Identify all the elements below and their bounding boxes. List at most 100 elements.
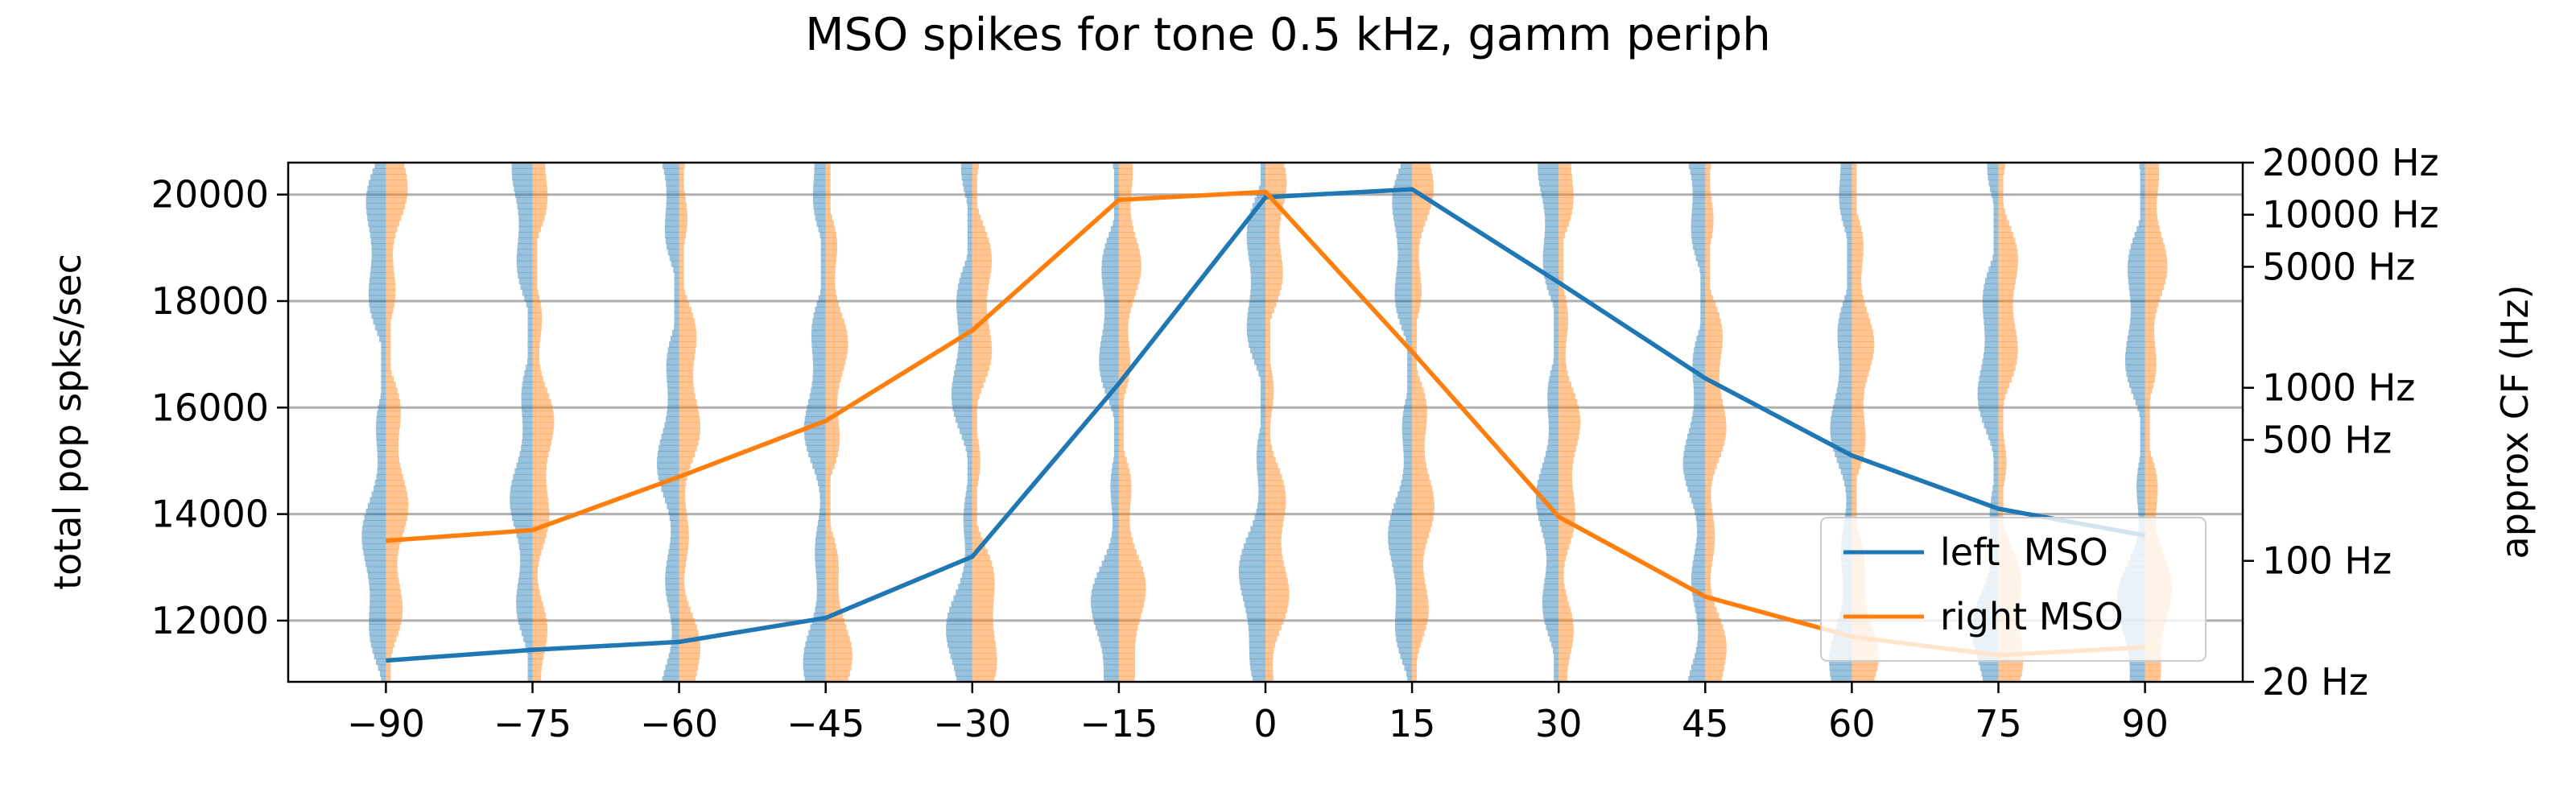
histogram-bar-right [972, 376, 986, 382]
histogram-bar-left [525, 641, 533, 648]
histogram-bar-left [1407, 376, 1413, 382]
histogram-bar-left [2128, 272, 2145, 279]
histogram-bar-left [1244, 601, 1265, 608]
histogram-bar-left [361, 526, 386, 533]
histogram-bar-right [679, 266, 684, 273]
histogram-bar-left [955, 364, 972, 371]
histogram-bar-left [518, 456, 533, 464]
histogram-bar-left [967, 237, 972, 244]
histogram-bar-left [2140, 197, 2145, 204]
histogram-bar-right [2145, 658, 2161, 666]
histogram-bar-left [1993, 468, 1999, 475]
histogram-bar-right [679, 168, 684, 175]
histogram-bar-left [1993, 220, 1999, 227]
histogram-bar-right [1265, 382, 1274, 389]
histogram-bar-right [386, 566, 398, 573]
histogram-bar-right [386, 635, 397, 642]
y-tick-label: 12000 [151, 599, 269, 642]
histogram-bar-left [1104, 555, 1119, 562]
histogram-bar-left [961, 433, 972, 440]
histogram-bar-left [2140, 203, 2145, 209]
histogram-bar-left [1546, 560, 1559, 568]
histogram-bar-right [1998, 295, 2013, 302]
histogram-bar-right [825, 606, 841, 613]
histogram-bar-left [369, 180, 386, 187]
histogram-bar-right [1265, 416, 1271, 423]
histogram-bar-right [532, 601, 543, 608]
histogram-group [1388, 163, 1435, 683]
histogram-bar-right [532, 353, 539, 360]
histogram-bar-left [2140, 433, 2145, 440]
histogram-bar-left [967, 243, 972, 250]
histogram-bar-left [657, 456, 679, 464]
histogram-bar-right [1265, 405, 1273, 411]
histogram-bar-right [2145, 502, 2157, 510]
histogram-bar-right [1265, 653, 1274, 659]
histogram-bar-left [369, 635, 386, 642]
histogram-bar-right [1852, 474, 1857, 481]
histogram-bar-left [1983, 312, 1999, 320]
histogram-bar-right [1118, 387, 1126, 394]
histogram-bar-right [1558, 497, 1575, 504]
histogram-bar-left [1257, 191, 1265, 198]
histogram-bar-right [1118, 595, 1146, 602]
histogram-bar-right [1558, 220, 1570, 227]
histogram-bar-right [386, 468, 402, 475]
histogram-bar-left [966, 254, 972, 262]
histogram-bar-left [374, 485, 386, 493]
histogram-bar-left [1101, 560, 1119, 568]
histogram-bar-right [2145, 214, 2158, 221]
histogram-bar-right [1705, 422, 1727, 429]
histogram-bar-right [1558, 555, 1567, 562]
histogram-bar-left [1983, 353, 1999, 360]
histogram-bar-left [1389, 520, 1413, 527]
histogram-bar-left [811, 329, 826, 336]
histogram-bar-left [1257, 440, 1265, 446]
histogram-bar-left [1840, 468, 1852, 475]
histogram-bar-right [532, 318, 543, 325]
histogram-bar-left [1104, 670, 1119, 677]
histogram-bar-right [1118, 208, 1131, 216]
histogram-bar-left [1691, 572, 1706, 579]
histogram-bar-right [1412, 468, 1428, 475]
histogram-bar-right [1705, 341, 1723, 348]
histogram-bar-right [1558, 203, 1574, 209]
histogram-bar-right [679, 560, 686, 568]
histogram-bar-left [1993, 480, 1999, 486]
histogram-bar-left [1111, 502, 1119, 510]
histogram-bar-left [374, 163, 386, 169]
histogram-bar-left [960, 578, 972, 584]
histogram-bar-left [671, 618, 679, 625]
histogram-bar-right [1265, 214, 1282, 221]
histogram-bar-right [386, 312, 392, 320]
histogram-bar-right [1118, 526, 1131, 533]
histogram-bar-left [812, 191, 826, 198]
histogram-bar-right [1705, 370, 1719, 377]
histogram-bar-right [1998, 249, 2018, 256]
histogram-bar-left [1543, 584, 1559, 590]
histogram-bar-right [1852, 307, 1867, 313]
histogram-bar-right [679, 318, 696, 325]
histogram-bar-right [1118, 411, 1124, 417]
histogram-bar-left [946, 618, 972, 625]
histogram-bar-right [1998, 266, 2018, 273]
histogram-bar-left [1104, 675, 1119, 683]
histogram-bar-right [1705, 606, 1717, 613]
histogram-bar-right [1705, 630, 1725, 637]
histogram-bar-left [666, 180, 679, 187]
histogram-bar-right [1118, 456, 1127, 464]
histogram-bar-left [1542, 462, 1559, 469]
histogram-bar-right [1705, 624, 1724, 631]
histogram-bar-left [2140, 445, 2145, 452]
histogram-bar-right [825, 601, 840, 608]
histogram-bar-right [1265, 549, 1282, 555]
histogram-bar-right [386, 451, 399, 458]
histogram-bar-left [1988, 266, 1999, 273]
histogram-bar-left [365, 560, 386, 568]
histogram-bar-right [825, 387, 839, 394]
histogram-bar-left [1693, 405, 1706, 411]
histogram-bar-right [1705, 254, 1711, 262]
histogram-bar-right [2145, 422, 2150, 429]
histogram-bar-left [1253, 520, 1265, 527]
histogram-bar-left [671, 260, 679, 267]
